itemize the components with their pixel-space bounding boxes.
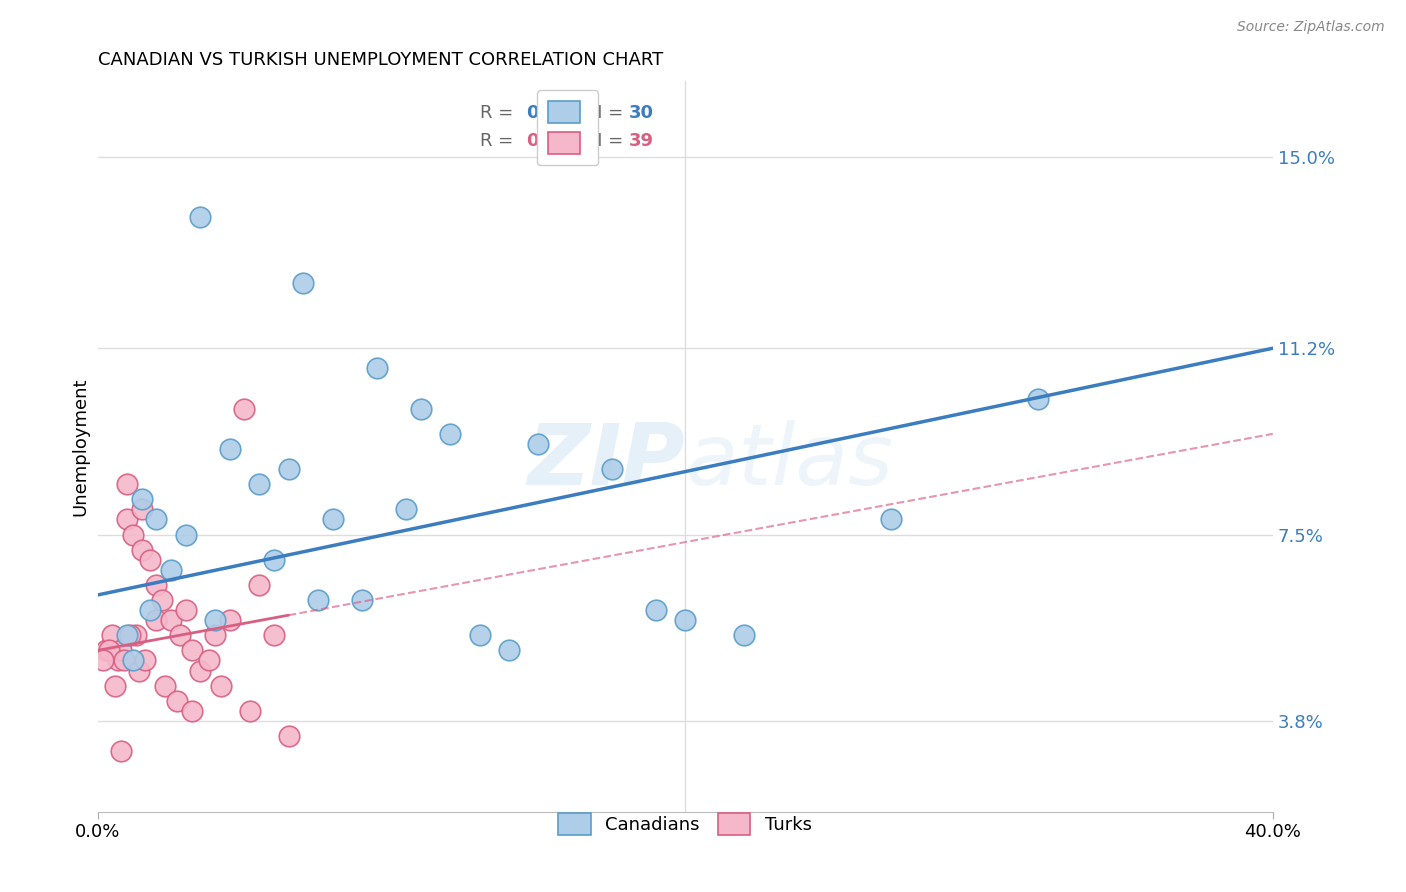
Point	[198, 653, 221, 667]
Point	[93, 653, 115, 667]
Point	[153, 679, 176, 693]
Point	[239, 704, 262, 718]
Point	[174, 603, 197, 617]
Point	[498, 643, 520, 657]
Text: R =: R =	[479, 103, 513, 121]
Point	[600, 462, 623, 476]
Point	[112, 653, 135, 667]
Point	[263, 553, 285, 567]
Point	[128, 664, 150, 678]
Point	[98, 643, 121, 657]
Point	[190, 664, 212, 678]
Point	[307, 593, 329, 607]
Point	[527, 437, 550, 451]
Point	[110, 643, 132, 657]
Text: 30: 30	[628, 103, 654, 121]
Point	[139, 603, 162, 617]
Point	[131, 492, 153, 507]
Point	[131, 542, 153, 557]
Point	[115, 512, 138, 526]
Text: N =: N =	[589, 103, 623, 121]
Text: atlas: atlas	[685, 419, 893, 502]
Point	[180, 643, 202, 657]
Point	[209, 679, 232, 693]
Point	[263, 628, 285, 642]
Point	[174, 527, 197, 541]
Point	[277, 462, 299, 476]
Point	[139, 553, 162, 567]
Point	[121, 527, 143, 541]
Point	[160, 613, 183, 627]
Text: 0.305: 0.305	[526, 103, 583, 121]
Text: 39: 39	[628, 132, 654, 150]
Point	[409, 401, 432, 416]
Point	[96, 643, 118, 657]
Point	[145, 512, 167, 526]
Point	[439, 426, 461, 441]
Text: R =: R =	[479, 132, 513, 150]
Point	[204, 613, 226, 627]
Text: CANADIAN VS TURKISH UNEMPLOYMENT CORRELATION CHART: CANADIAN VS TURKISH UNEMPLOYMENT CORRELA…	[97, 51, 662, 69]
Point	[107, 653, 129, 667]
Point	[218, 613, 240, 627]
Point	[366, 361, 388, 376]
Point	[166, 694, 188, 708]
Text: N =: N =	[589, 132, 623, 150]
Point	[218, 442, 240, 456]
Point	[104, 679, 127, 693]
Point	[180, 704, 202, 718]
Point	[115, 628, 138, 642]
Point	[292, 276, 315, 290]
Point	[277, 729, 299, 743]
Point	[644, 603, 666, 617]
Point	[118, 628, 141, 642]
Point	[115, 477, 138, 491]
Point	[145, 613, 167, 627]
Y-axis label: Unemployment: Unemployment	[72, 377, 89, 516]
Point	[150, 593, 173, 607]
Text: ZIP: ZIP	[527, 419, 685, 502]
Point	[247, 477, 270, 491]
Point	[110, 744, 132, 758]
Point	[350, 593, 373, 607]
Point	[125, 628, 148, 642]
Point	[1026, 392, 1049, 406]
Point	[233, 401, 256, 416]
Point	[322, 512, 344, 526]
Point	[101, 628, 124, 642]
Point	[160, 563, 183, 577]
Point	[468, 628, 491, 642]
Text: 0.170: 0.170	[526, 132, 583, 150]
Point	[395, 502, 418, 516]
Point	[880, 512, 903, 526]
Point	[247, 578, 270, 592]
Point	[733, 628, 755, 642]
Point	[204, 628, 226, 642]
Point	[121, 653, 143, 667]
Point	[145, 578, 167, 592]
Point	[131, 502, 153, 516]
Point	[169, 628, 191, 642]
Text: Source: ZipAtlas.com: Source: ZipAtlas.com	[1237, 20, 1385, 34]
Legend: Canadians, Turks: Canadians, Turks	[551, 806, 820, 843]
Point	[673, 613, 696, 627]
Point	[190, 211, 212, 225]
Point	[134, 653, 156, 667]
